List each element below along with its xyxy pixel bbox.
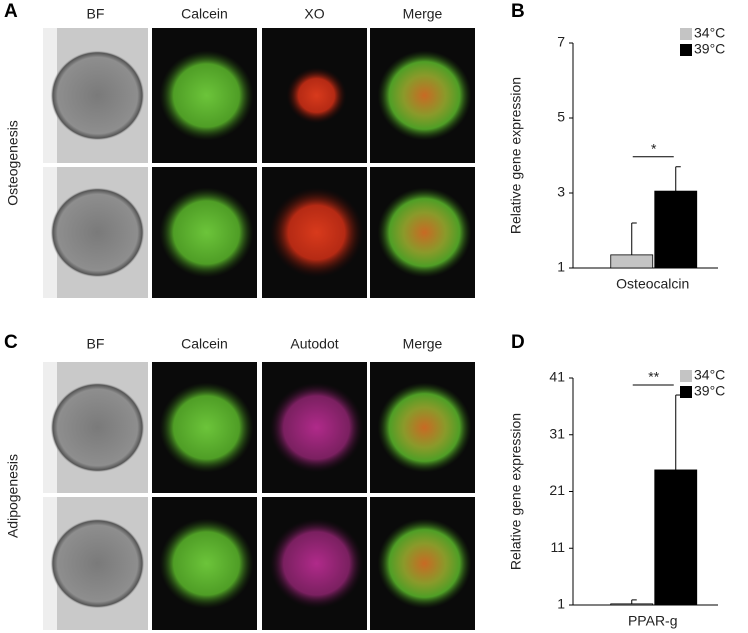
column-label: Autodot: [290, 336, 338, 352]
cell-blob: [377, 518, 472, 609]
panel-letter: B: [511, 1, 525, 22]
cell-blob: [377, 187, 472, 278]
micrograph-edge: [43, 167, 57, 298]
cell-blob: [286, 67, 347, 124]
panel-letter: A: [4, 1, 18, 22]
cell-blob: [50, 382, 145, 473]
y-axis-label: Relative gene expression: [508, 413, 524, 570]
x-tick-label: Osteocalcin: [616, 276, 689, 292]
y-axis-label: Relative gene expression: [508, 77, 524, 234]
legend-swatch: [680, 370, 692, 382]
y-tick-label: 3: [557, 184, 565, 200]
cell-blob: [269, 187, 364, 278]
cell-blob: [159, 50, 254, 141]
bar: [610, 254, 654, 269]
cell-blob: [159, 518, 254, 609]
legend-swatch: [680, 44, 692, 56]
bar: [610, 603, 654, 606]
column-label: Calcein: [181, 336, 228, 352]
legend-swatch: [680, 28, 692, 40]
cell-blob: [50, 187, 145, 278]
panel-letter: D: [511, 332, 525, 353]
column-label: Merge: [403, 6, 443, 22]
cell-blob: [269, 382, 364, 473]
cell-blob: [50, 50, 145, 141]
y-tick-label: 7: [557, 34, 565, 50]
cell-blob: [159, 382, 254, 473]
y-tick-label: 1: [557, 259, 565, 275]
legend-swatch: [680, 386, 692, 398]
micrograph-edge: [43, 497, 57, 630]
y-tick-label: 5: [557, 109, 565, 125]
y-tick-label: 21: [549, 482, 565, 498]
legend-label: 34°C: [694, 25, 725, 41]
y-tick-label: 31: [549, 425, 565, 441]
column-label: BF: [87, 6, 105, 22]
column-label: XO: [304, 6, 324, 22]
significance-label: *: [651, 140, 657, 156]
cell-blob: [269, 518, 364, 609]
column-label: Calcein: [181, 6, 228, 22]
legend-label: 34°C: [694, 367, 725, 383]
panel-letter: C: [4, 332, 18, 353]
row-label: Osteogenesis: [5, 120, 21, 206]
bar: [654, 469, 698, 606]
y-tick-label: 1: [557, 596, 565, 612]
cell-blob: [377, 382, 472, 473]
micrograph-edge: [43, 28, 57, 163]
cell-blob: [377, 50, 472, 141]
micrograph-edge: [43, 362, 57, 493]
bar: [654, 190, 698, 269]
legend-label: 39°C: [694, 41, 725, 57]
cell-blob: [159, 187, 254, 278]
legend-label: 39°C: [694, 383, 725, 399]
significance-label: **: [648, 369, 659, 385]
row-label: Adipogenesis: [5, 454, 21, 538]
y-tick-label: 41: [549, 369, 565, 385]
cell-blob: [50, 518, 145, 609]
column-label: BF: [87, 336, 105, 352]
y-tick-label: 11: [550, 539, 565, 555]
column-label: Merge: [403, 336, 443, 352]
x-tick-label: PPAR-g: [628, 613, 678, 629]
